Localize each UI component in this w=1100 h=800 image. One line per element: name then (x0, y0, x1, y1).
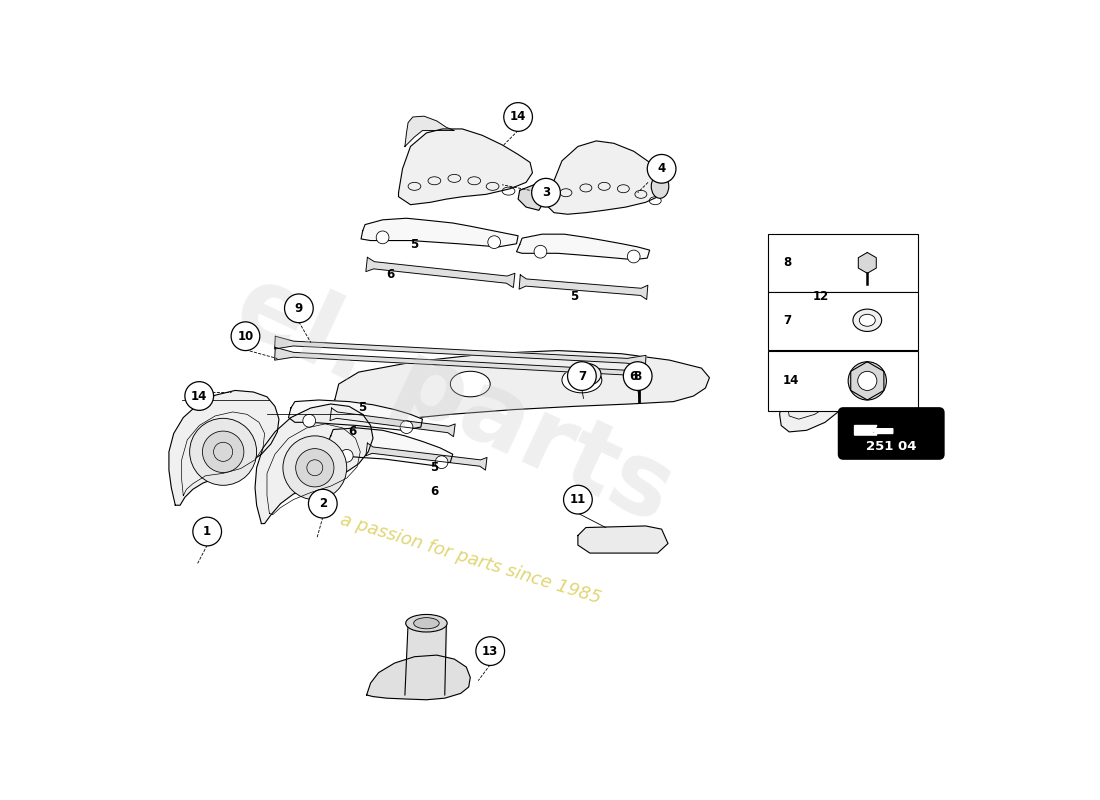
Circle shape (476, 637, 505, 666)
Text: 2: 2 (319, 497, 327, 510)
Polygon shape (334, 350, 710, 422)
Ellipse shape (770, 359, 780, 377)
Circle shape (376, 231, 389, 244)
Polygon shape (855, 426, 893, 435)
Polygon shape (169, 390, 279, 506)
Text: 6: 6 (629, 370, 638, 382)
Circle shape (308, 490, 337, 518)
Circle shape (504, 102, 532, 131)
Text: 14: 14 (510, 110, 526, 123)
Polygon shape (330, 408, 455, 437)
Polygon shape (275, 347, 646, 380)
FancyBboxPatch shape (768, 234, 918, 291)
Text: 1: 1 (204, 525, 211, 538)
Polygon shape (519, 275, 648, 299)
Text: 13: 13 (482, 645, 498, 658)
Text: 12: 12 (813, 290, 829, 303)
Circle shape (296, 449, 334, 487)
Text: 5: 5 (359, 402, 366, 414)
Polygon shape (405, 116, 454, 146)
Polygon shape (361, 218, 518, 247)
Polygon shape (366, 258, 515, 287)
Circle shape (535, 246, 547, 258)
Text: 4: 4 (658, 162, 666, 175)
FancyBboxPatch shape (768, 292, 918, 350)
FancyBboxPatch shape (768, 350, 918, 411)
Text: 9: 9 (295, 302, 302, 315)
Polygon shape (631, 366, 648, 386)
Circle shape (302, 414, 316, 427)
Ellipse shape (414, 618, 439, 629)
Ellipse shape (859, 314, 876, 326)
Text: 14: 14 (783, 374, 800, 387)
Polygon shape (517, 234, 650, 260)
Circle shape (806, 282, 835, 310)
Circle shape (858, 371, 877, 390)
Ellipse shape (562, 367, 602, 393)
Polygon shape (578, 526, 668, 553)
Circle shape (436, 456, 448, 469)
Circle shape (189, 418, 256, 486)
Text: 6: 6 (386, 267, 395, 281)
Ellipse shape (852, 309, 881, 331)
Circle shape (192, 517, 221, 546)
Ellipse shape (571, 363, 601, 386)
Text: 14: 14 (191, 390, 208, 402)
Ellipse shape (578, 368, 595, 381)
Polygon shape (366, 655, 471, 700)
Text: 8: 8 (634, 370, 641, 382)
Text: 5: 5 (430, 462, 439, 474)
Text: 10: 10 (238, 330, 254, 342)
Circle shape (285, 294, 314, 322)
Polygon shape (275, 336, 646, 368)
Circle shape (563, 486, 592, 514)
Polygon shape (288, 400, 422, 430)
Ellipse shape (406, 614, 448, 632)
Text: el. parts: el. parts (220, 257, 689, 543)
Polygon shape (398, 129, 532, 205)
Circle shape (531, 178, 560, 207)
Circle shape (202, 431, 244, 473)
Text: 5: 5 (410, 238, 419, 251)
Circle shape (283, 436, 346, 500)
Ellipse shape (450, 371, 491, 397)
Polygon shape (366, 443, 487, 470)
Circle shape (340, 450, 353, 462)
Ellipse shape (651, 174, 669, 198)
Polygon shape (780, 296, 865, 432)
Text: 7: 7 (578, 370, 586, 382)
Text: 251 04: 251 04 (866, 440, 916, 453)
Circle shape (231, 322, 260, 350)
Circle shape (185, 382, 213, 410)
Polygon shape (518, 185, 543, 210)
Circle shape (624, 362, 652, 390)
Text: 6: 6 (430, 485, 439, 498)
Polygon shape (549, 141, 668, 214)
Circle shape (487, 236, 500, 249)
Circle shape (627, 250, 640, 263)
Text: 8: 8 (783, 256, 791, 270)
Text: a passion for parts since 1985: a passion for parts since 1985 (338, 511, 603, 608)
Circle shape (568, 362, 596, 390)
Text: 5: 5 (570, 290, 578, 303)
Text: 7: 7 (783, 314, 791, 326)
Polygon shape (858, 253, 877, 274)
Text: 3: 3 (542, 186, 550, 199)
FancyBboxPatch shape (838, 408, 944, 459)
Circle shape (400, 421, 412, 434)
Polygon shape (255, 404, 373, 523)
Circle shape (848, 362, 887, 400)
Polygon shape (326, 428, 453, 466)
Circle shape (647, 154, 676, 183)
Text: 6: 6 (349, 426, 356, 438)
Text: 11: 11 (570, 493, 586, 506)
